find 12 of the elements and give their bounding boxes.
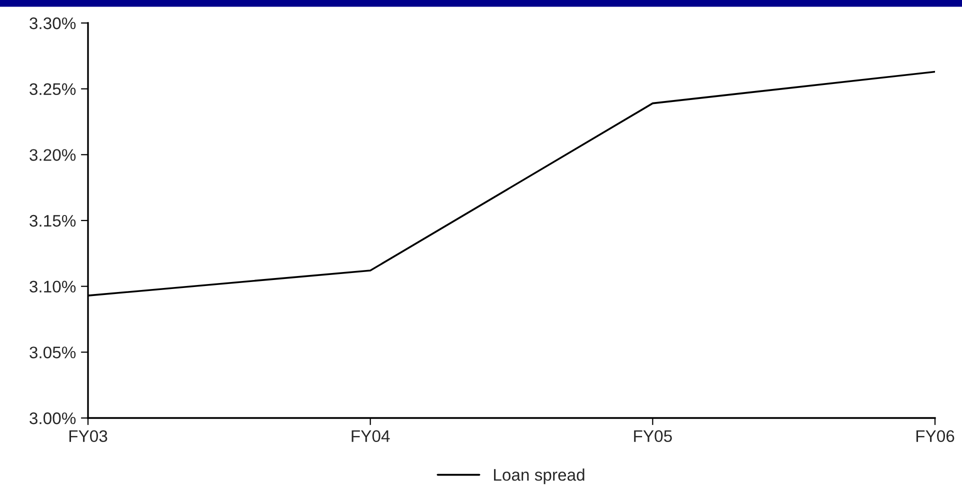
y-tick-label: 3.30% — [30, 17, 76, 30]
y-tick-label: 3.10% — [30, 280, 76, 293]
y-tick-label: 3.05% — [30, 346, 76, 358]
y-tick-label: 3.00% — [30, 412, 76, 424]
y-tick-label: 3.15% — [30, 214, 76, 227]
x-tick-label: FY04 — [352, 430, 390, 442]
y-tick-label: 3.25% — [30, 83, 76, 96]
x-tick-label: FY03 — [69, 430, 108, 442]
x-tick-label: FY06 — [916, 430, 954, 442]
legend-label: Loan spread — [494, 468, 584, 484]
x-tick-label: FY05 — [634, 430, 672, 442]
y-tick-label: 3.20% — [30, 149, 76, 161]
